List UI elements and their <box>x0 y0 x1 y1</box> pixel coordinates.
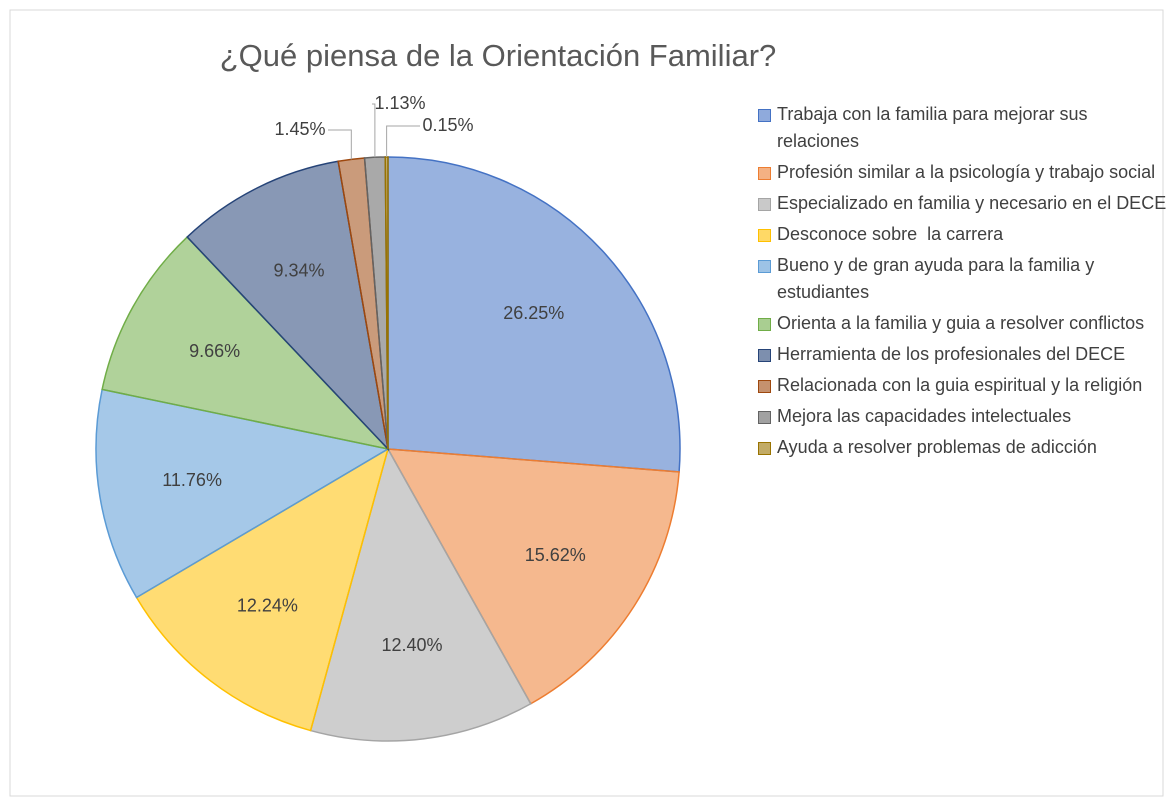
legend-swatch <box>758 411 771 424</box>
pie-slice <box>101 235 391 451</box>
data-label: 1.45% <box>274 119 325 139</box>
legend-swatch <box>758 380 771 393</box>
legend-label: Ayuda a resolver problemas de adicción <box>777 437 1097 457</box>
pie-slice <box>386 448 680 705</box>
pie-slice <box>384 156 389 450</box>
legend-label: Mejora las capacidades intelectuales <box>777 406 1072 426</box>
legend-swatch <box>758 318 771 331</box>
legend-swatch <box>758 109 771 122</box>
data-label: 0.15% <box>422 115 473 135</box>
legend-item: Mejora las capacidades intelectuales <box>758 403 1168 430</box>
pie-slice <box>309 447 532 742</box>
legend-item: Especializado en familia y necesario en … <box>758 190 1168 217</box>
legend-label: Herramienta de los profesionales del DEC… <box>777 344 1126 364</box>
legend-item: Herramienta de los profesionales del DEC… <box>758 341 1168 368</box>
legend-item: Bueno y de gran ayuda para la familia y … <box>758 252 1168 306</box>
legend-label: Especializado en familia y necesario en … <box>777 193 1167 213</box>
legend-label: Trabaja con la familia para mejorar sus … <box>777 104 1093 151</box>
legend-item: Relacionada con la guia espiritual y la … <box>758 372 1168 399</box>
legend-item: Profesión similar a la psicología y trab… <box>758 159 1168 186</box>
legend-label: Relacionada con la guia espiritual y la … <box>777 375 1143 395</box>
legend-item: Ayuda a resolver problemas de adicción <box>758 434 1168 461</box>
data-label: 26.25% <box>503 303 564 323</box>
legend-label: Profesión similar a la psicología y trab… <box>777 162 1156 182</box>
legend-swatch <box>758 349 771 362</box>
legend-item: Trabaja con la familia para mejorar sus … <box>758 101 1168 155</box>
legend-swatch <box>758 260 771 273</box>
legend-swatch <box>758 229 771 242</box>
leader-line <box>372 103 376 158</box>
data-label: 15.62% <box>525 545 586 565</box>
data-label: 12.40% <box>381 635 442 655</box>
legend-item: Orienta a la familia y guia a resolver c… <box>758 310 1168 337</box>
chart-title: ¿Qué piensa de la Orientación Familiar? <box>220 38 777 73</box>
data-label: 9.34% <box>273 260 324 280</box>
legend-swatch <box>758 167 771 180</box>
legend-swatch <box>758 442 771 455</box>
pie-slice <box>95 388 391 599</box>
legend-item: Desconoce sobre la carrera <box>758 221 1168 248</box>
legend-label: Desconoce sobre la carrera <box>777 224 1004 244</box>
leader-line <box>386 125 420 158</box>
data-label: 12.24% <box>237 595 298 615</box>
pie-slice <box>186 160 390 452</box>
legend-label: Orienta a la familia y guia a resolver c… <box>777 313 1145 333</box>
data-label: 1.13% <box>374 93 425 113</box>
leader-line <box>328 129 352 160</box>
legend: Trabaja con la familia para mejorar sus … <box>758 101 1168 461</box>
data-label: 9.66% <box>189 341 240 361</box>
chart-border <box>9 9 1164 797</box>
legend-label: Bueno y de gran ayuda para la familia y … <box>777 255 1100 302</box>
pie-slice <box>387 156 681 473</box>
data-label: 11.76% <box>162 470 222 490</box>
legend-swatch <box>758 198 771 211</box>
pie-slice <box>135 447 390 732</box>
